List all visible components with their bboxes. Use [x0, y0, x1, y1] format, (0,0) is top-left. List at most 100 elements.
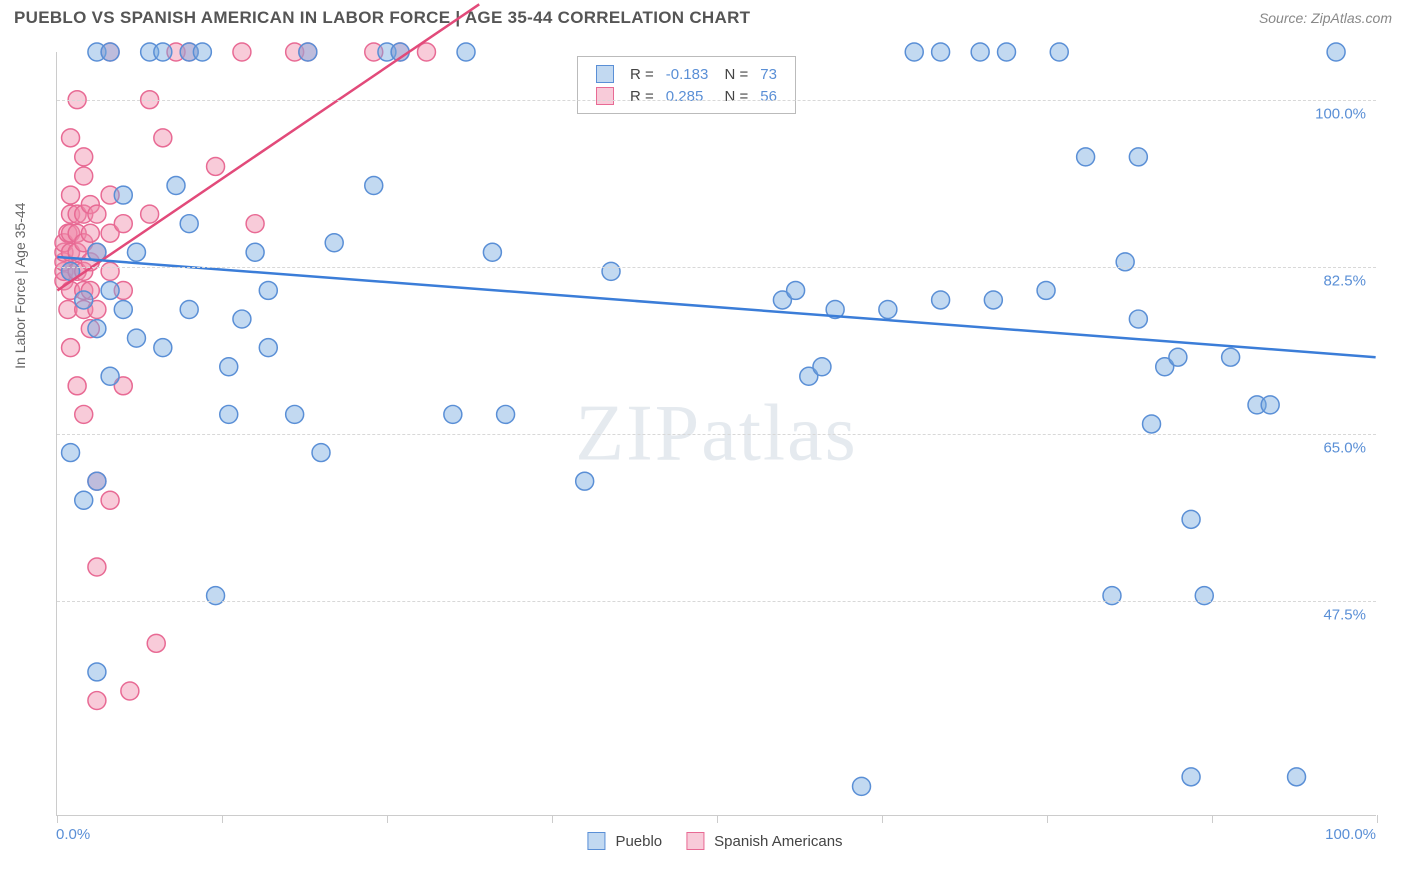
spanish-n: 56 [754, 85, 783, 107]
data-point [88, 320, 106, 338]
r-label: R = [624, 63, 660, 85]
data-point [1222, 348, 1240, 366]
x-tick [387, 815, 388, 823]
data-point [75, 291, 93, 309]
gridline [57, 100, 1376, 101]
data-point [101, 43, 119, 61]
data-point [141, 205, 159, 223]
source-label: Source: ZipAtlas.com [1259, 10, 1392, 26]
stats-row-pueblo: R = -0.183 N = 73 [590, 63, 783, 85]
x-tick [1212, 815, 1213, 823]
data-point [998, 43, 1016, 61]
x-tick [882, 815, 883, 823]
chart-title: PUEBLO VS SPANISH AMERICAN IN LABOR FORC… [14, 8, 750, 28]
data-point [207, 157, 225, 175]
data-point [905, 43, 923, 61]
data-point [879, 301, 897, 319]
x-tick [1047, 815, 1048, 823]
spanish-r: 0.285 [660, 85, 715, 107]
data-point [68, 377, 86, 395]
data-point [127, 243, 145, 261]
trend-line [57, 4, 479, 290]
pueblo-r: -0.183 [660, 63, 715, 85]
data-point [932, 291, 950, 309]
data-point [233, 43, 251, 61]
data-point [233, 310, 251, 328]
y-tick-label: 65.0% [1317, 440, 1366, 457]
data-point [88, 558, 106, 576]
data-point [127, 329, 145, 347]
data-point [312, 444, 330, 462]
data-point [853, 777, 871, 795]
data-point [1129, 148, 1147, 166]
gridline [57, 434, 1376, 435]
data-point [62, 339, 80, 357]
data-point [88, 663, 106, 681]
data-point [259, 339, 277, 357]
series-legend: Pueblo Spanish Americans [587, 832, 842, 850]
data-point [154, 43, 172, 61]
data-point [1050, 43, 1068, 61]
swatch-pueblo [587, 832, 605, 850]
x-tick [222, 815, 223, 823]
data-point [971, 43, 989, 61]
data-point [75, 405, 93, 423]
data-point [154, 129, 172, 147]
data-point [101, 491, 119, 509]
data-point [365, 177, 383, 195]
data-point [483, 243, 501, 261]
stats-legend: R = -0.183 N = 73 R = 0.285 N = 56 [577, 56, 796, 114]
plot-area: R = -0.183 N = 73 R = 0.285 N = 56 ZIPat… [56, 52, 1376, 816]
data-point [286, 405, 304, 423]
data-point [246, 243, 264, 261]
data-point [813, 358, 831, 376]
title-bar: PUEBLO VS SPANISH AMERICAN IN LABOR FORC… [0, 0, 1406, 32]
data-point [114, 301, 132, 319]
legend-label-spanish: Spanish Americans [714, 833, 842, 850]
data-point [1129, 310, 1147, 328]
data-point [121, 682, 139, 700]
x-min-label: 0.0% [56, 826, 90, 843]
data-point [114, 215, 132, 233]
data-point [1116, 253, 1134, 271]
data-point [1182, 510, 1200, 528]
x-tick [1377, 815, 1378, 823]
data-point [444, 405, 462, 423]
n-label: N = [714, 85, 754, 107]
legend-item-pueblo: Pueblo [587, 832, 662, 850]
data-point [75, 491, 93, 509]
data-point [101, 367, 119, 385]
data-point [1182, 768, 1200, 786]
legend-item-spanish: Spanish Americans [686, 832, 842, 850]
x-tick [717, 815, 718, 823]
data-point [1077, 148, 1095, 166]
data-point [220, 405, 238, 423]
data-point [81, 224, 99, 242]
data-point [246, 215, 264, 233]
data-point [114, 186, 132, 204]
swatch-pueblo [596, 65, 614, 83]
n-label: N = [714, 63, 754, 85]
data-point [1037, 281, 1055, 299]
data-point [62, 444, 80, 462]
data-point [154, 339, 172, 357]
data-point [1327, 43, 1345, 61]
data-point [602, 262, 620, 280]
x-tick [552, 815, 553, 823]
data-point [193, 43, 211, 61]
data-point [220, 358, 238, 376]
pueblo-n: 73 [754, 63, 783, 85]
plot-wrap: In Labor Force | Age 35-44 R = -0.183 N … [40, 44, 1390, 844]
r-label: R = [624, 85, 660, 107]
data-point [88, 472, 106, 490]
data-point [88, 205, 106, 223]
data-point [325, 234, 343, 252]
data-point [62, 129, 80, 147]
trend-line [57, 257, 1375, 357]
legend-label-pueblo: Pueblo [615, 833, 662, 850]
data-point [1143, 415, 1161, 433]
data-point [75, 148, 93, 166]
data-point [75, 167, 93, 185]
y-axis-title: In Labor Force | Age 35-44 [12, 203, 28, 369]
data-point [1169, 348, 1187, 366]
